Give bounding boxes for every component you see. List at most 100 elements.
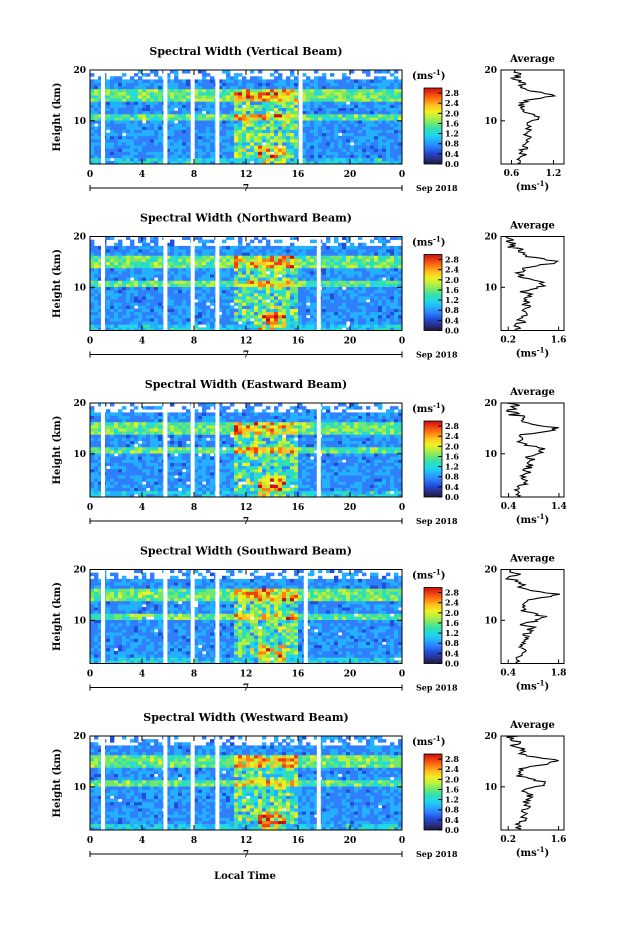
heatmap-cell xyxy=(322,252,327,256)
heatmap-cell xyxy=(294,135,299,140)
heatmap-cell xyxy=(270,270,275,275)
heatmap-cell xyxy=(370,160,375,165)
heatmap-cell xyxy=(366,157,371,162)
heatmap-cell xyxy=(382,157,387,162)
heatmap-cell xyxy=(290,135,295,140)
heatmap-cell xyxy=(386,311,391,316)
heatmap-cell xyxy=(274,274,279,278)
heatmap-cell xyxy=(154,321,159,325)
heatmap-cell xyxy=(358,154,363,159)
heatmap-cell xyxy=(202,264,207,269)
heatmap-cell xyxy=(90,468,95,473)
heatmap-cell xyxy=(326,91,331,96)
heatmap-cell xyxy=(230,79,235,83)
heatmap-cell xyxy=(126,267,131,272)
heatmap-cell xyxy=(270,129,275,134)
heatmap-cell xyxy=(138,292,143,297)
heatmap-cell xyxy=(210,327,215,331)
heatmap-cell xyxy=(90,490,95,495)
heatmap-cell xyxy=(166,120,171,124)
heatmap-cell xyxy=(126,107,131,112)
heatmap-cell xyxy=(222,296,227,300)
heatmap-cell xyxy=(362,321,367,325)
heatmap-cell xyxy=(186,123,191,127)
heatmap-cell xyxy=(146,424,151,429)
heatmap-cell xyxy=(206,91,211,96)
heatmap-cell xyxy=(270,321,275,325)
heatmap-cell xyxy=(158,267,163,272)
heatmap-cell xyxy=(358,113,363,118)
heatmap-cell xyxy=(98,104,103,108)
heatmap-cell xyxy=(146,85,151,90)
heatmap-cell xyxy=(346,249,351,253)
heatmap-cell xyxy=(118,151,123,155)
heatmap-cell xyxy=(186,308,191,313)
heatmap-cell xyxy=(354,135,359,140)
heatmap-cell xyxy=(142,258,147,262)
heatmap-cell xyxy=(110,478,115,482)
heatmap-cell xyxy=(218,249,223,253)
heatmap-cell xyxy=(150,113,155,118)
heatmap-cell xyxy=(350,117,355,121)
heatmap-cell xyxy=(362,277,367,281)
heatmap-cell xyxy=(202,160,207,165)
heatmap-cell xyxy=(354,154,359,159)
heatmap-cell xyxy=(154,443,159,448)
heatmap-cell xyxy=(278,280,283,284)
heatmap-cell xyxy=(114,308,119,313)
heatmap-cell xyxy=(282,110,287,115)
heatmap-cell xyxy=(238,85,243,90)
heatmap-cell xyxy=(218,104,223,108)
heatmap-cell xyxy=(134,327,139,331)
heatmap-cell xyxy=(210,113,215,118)
heatmap-cell xyxy=(182,286,187,291)
heatmap-cell xyxy=(94,132,99,137)
heatmap-cell xyxy=(306,317,311,322)
heatmap-cell xyxy=(114,490,119,495)
heatmap-cell xyxy=(374,299,379,303)
heatmap-cell xyxy=(238,249,243,253)
heatmap-cell xyxy=(354,126,359,130)
heatmap-cell xyxy=(270,135,275,140)
heatmap-cell xyxy=(158,299,163,303)
heatmap-cell xyxy=(202,314,207,319)
heatmap-cell xyxy=(226,98,231,102)
heatmap-cell xyxy=(246,138,251,143)
heatmap-cell xyxy=(118,302,123,306)
heatmap-cell xyxy=(382,305,387,309)
heatmap-cell xyxy=(234,308,239,313)
heatmap-cell xyxy=(254,274,259,278)
heatmap-cell xyxy=(398,324,403,328)
heatmap-cell xyxy=(230,274,235,278)
heatmap-cell xyxy=(118,453,123,457)
heatmap-cell xyxy=(310,117,315,121)
heatmap-cell xyxy=(106,453,111,457)
heatmap-cell xyxy=(382,249,387,253)
heatmap-cell xyxy=(90,283,95,288)
heatmap-cell xyxy=(174,249,179,253)
heatmap-cell xyxy=(258,317,263,322)
heatmap-cell xyxy=(394,324,399,328)
heatmap-cell xyxy=(226,286,231,291)
colorbar-tick-label: 0.0 xyxy=(445,159,459,169)
heatmap-cell xyxy=(174,76,179,80)
heatmap-cell xyxy=(366,317,371,322)
heatmap-cell xyxy=(158,132,163,137)
heatmap-cell xyxy=(114,249,119,253)
heatmap-cell xyxy=(150,484,155,488)
heatmap-cell xyxy=(330,135,335,140)
heatmap-cell xyxy=(302,317,307,322)
heatmap-cell xyxy=(350,110,355,115)
heatmap-cell xyxy=(178,154,183,159)
heatmap-cell xyxy=(318,145,323,149)
heatmap-cell xyxy=(182,101,187,105)
heatmap-cell xyxy=(150,126,155,130)
heatmap-cell xyxy=(134,286,139,291)
heatmap-cell xyxy=(130,154,135,159)
heatmap-cell xyxy=(110,296,115,300)
heatmap-cell xyxy=(366,88,371,93)
heatmap-cell xyxy=(198,252,203,256)
heatmap-cell xyxy=(234,113,239,118)
heatmap-cell xyxy=(174,70,179,74)
heatmap-cell xyxy=(290,126,295,130)
